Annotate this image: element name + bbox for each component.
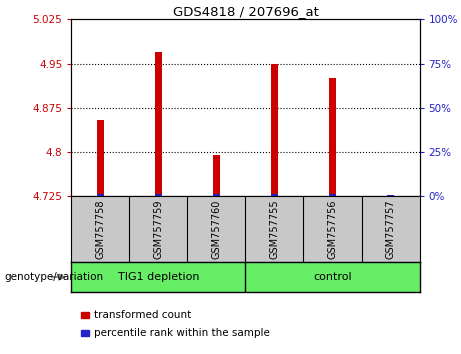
Text: transformed count: transformed count (94, 310, 191, 320)
Text: GSM757755: GSM757755 (270, 200, 279, 259)
Text: GSM757756: GSM757756 (327, 200, 337, 259)
Bar (387, 195, 394, 196)
Bar (387, 195, 394, 196)
Text: GSM757758: GSM757758 (95, 200, 106, 259)
Title: GDS4818 / 207696_at: GDS4818 / 207696_at (172, 5, 319, 18)
Bar (155, 52, 162, 196)
Bar (81, 312, 89, 318)
Text: genotype/variation: genotype/variation (5, 272, 104, 282)
Bar (329, 194, 336, 196)
Bar (213, 155, 220, 196)
Bar (81, 330, 89, 336)
Text: GSM757759: GSM757759 (154, 200, 164, 259)
Text: percentile rank within the sample: percentile rank within the sample (94, 328, 270, 338)
Bar (97, 194, 104, 196)
Bar (329, 79, 336, 196)
Text: GSM757760: GSM757760 (212, 200, 221, 259)
Bar (271, 194, 278, 196)
Bar (97, 120, 104, 196)
Bar (155, 194, 162, 196)
Bar (271, 64, 278, 196)
Bar (213, 194, 220, 196)
Text: GSM757757: GSM757757 (385, 200, 396, 259)
Text: TIG1 depletion: TIG1 depletion (118, 272, 199, 282)
Text: control: control (313, 272, 352, 282)
